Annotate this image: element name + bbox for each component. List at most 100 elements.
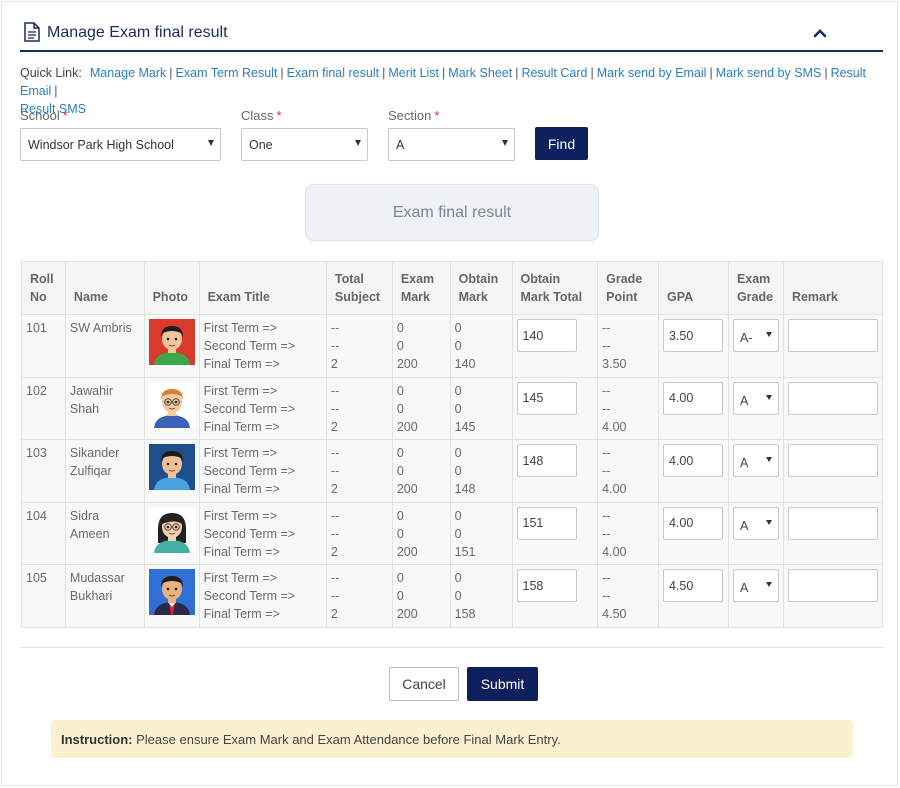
cell-line: 0 [396,321,404,335]
result-table: Roll No Name Photo Exam Title Total Subj… [21,261,884,628]
term-second: Second Term => [203,464,296,478]
obtain-total-input[interactable] [516,444,577,477]
quick-link-merit-list[interactable]: Merit List [388,66,440,80]
quick-link-exam-final-result[interactable]: Exam final result [286,66,380,80]
gpa-cell [657,564,729,628]
total-subject-cell: -- -- 2 [325,376,393,440]
remark-input[interactable] [787,569,878,602]
remark-input[interactable] [787,319,878,352]
total-subject-cell: -- -- 2 [325,501,393,565]
class-label: Class [241,108,274,123]
cell-line: -- [330,526,340,541]
name-cell: Mudassar Bukhari [64,564,145,628]
gpa-input[interactable] [662,569,723,602]
cell-line: 0 [396,383,404,398]
exam-grade-cell: A [727,564,784,628]
quick-link-mark-sheet[interactable]: Mark Sheet [448,66,513,80]
gpa-input[interactable] [662,319,723,352]
cell-line: 151 [454,544,476,559]
remark-input[interactable] [787,381,878,415]
panel-header: Manage Exam final result [20,16,883,52]
school-select[interactable]: Windsor Park High School [20,128,221,161]
obtain-mark-cell: 0 0 151 [449,501,513,565]
cell-line: 0 [454,401,462,416]
quick-link-manage-mark[interactable]: Manage Mark [89,66,167,80]
cell-line: 0 [454,589,462,603]
term-first: First Term => [203,508,277,523]
gpa-input[interactable] [662,444,723,477]
obtain-total-input[interactable] [516,319,577,352]
term-second: Second Term => [203,526,296,541]
caret-down-icon [765,582,772,587]
obtain-total-cell [511,501,599,565]
chevron-up-icon[interactable] [813,26,827,41]
cell-line: -- [330,339,340,353]
cell-line: -- [602,383,611,398]
caret-down-icon [502,140,508,146]
quick-link-result-sms[interactable]: Result SMS [20,102,86,116]
cell-line: -- [602,339,611,353]
roll-cell: 105 [21,564,66,628]
obtain-total-input[interactable] [516,569,577,602]
cell-line: 140 [454,357,476,371]
quick-link-result-email[interactable]: Result Email [20,66,866,98]
cell-line: 0 [454,464,462,478]
section-label: Section [388,108,432,123]
col-name: Name [64,261,145,315]
gpa-input[interactable] [662,381,723,415]
section-select[interactable]: A [388,128,515,161]
instruction-label: Instruction: [61,732,133,747]
required-mark: * [434,108,440,123]
roll-cell: 104 [21,501,66,565]
cell-line: 0 [454,446,462,460]
grade-select[interactable]: A [732,569,779,602]
term-first: First Term => [203,383,277,398]
cell-line: 0 [454,383,462,398]
term-final: Final Term => [203,544,280,559]
table-header-row: Roll No Name Photo Exam Title Total Subj… [21,261,884,315]
quick-link-mark-send-email[interactable]: Mark send by Email [596,66,707,80]
photo-cell [143,376,200,440]
avatar [148,444,195,490]
quick-link-mark-send-sms[interactable]: Mark send by SMS [715,66,822,80]
grade-select[interactable]: A [732,381,779,415]
find-button[interactable]: Find [535,127,588,160]
table-row: 104 Sidra Ameen First Term => Second Term =… [21,501,884,565]
grade-point-cell: -- -- 4.00 [597,501,659,565]
grade-point-cell: -- -- 4.00 [597,439,659,503]
class-select[interactable]: One [241,128,368,161]
remark-cell [782,439,884,503]
cell-line: 0 [396,589,404,603]
photo-cell [143,439,200,503]
caret-down-icon [765,519,772,525]
section-group: Section * A [388,108,515,161]
quick-link-exam-term-result[interactable]: Exam Term Result [175,66,278,80]
cell-line: 2 [330,607,338,621]
col-exam-mark: Exam Mark [391,261,451,315]
remark-input[interactable] [787,506,878,540]
grade-select[interactable]: A [732,444,779,477]
term-final: Final Term => [203,482,280,496]
name-cell: Sikander Zulfiqar [64,439,145,503]
cell-line: -- [330,321,340,335]
document-icon [24,22,40,45]
cell-line: 200 [396,544,418,559]
remark-input[interactable] [787,444,878,477]
roll-cell: 103 [21,439,66,503]
obtain-mark-cell: 0 0 148 [449,439,513,503]
cell-line: 200 [396,419,418,434]
remark-cell [782,501,884,565]
quick-link-result-card[interactable]: Result Card [521,66,588,80]
term-first: First Term => [203,446,277,460]
obtain-total-input[interactable] [516,506,577,540]
grade-select[interactable]: A [732,506,779,540]
grade-select[interactable]: A- [732,319,779,352]
obtain-total-input[interactable] [516,381,577,415]
cancel-button[interactable]: Cancel [389,667,459,701]
gpa-input[interactable] [662,506,723,540]
cell-line: 0 [396,446,404,460]
table-row: 105 Mudassar Bukhari First Term => Second T… [21,564,884,628]
submit-button[interactable]: Submit [467,667,538,701]
obtain-mark-cell: 0 0 140 [449,314,513,378]
